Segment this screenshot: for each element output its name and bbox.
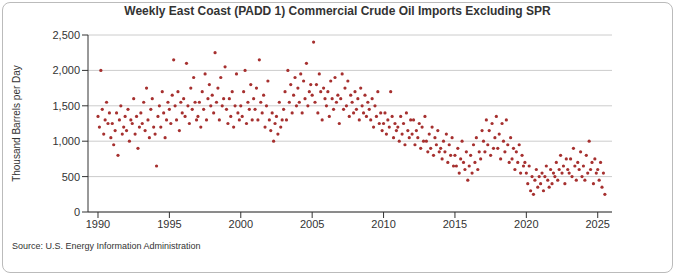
svg-text:Thousand Barrels per Day: Thousand Barrels per Day: [11, 65, 22, 182]
html-text:Source: U.S. Energy Informatio: Source: U.S. Energy Information Administ…: [12, 241, 201, 251]
svg-text:1,500: 1,500: [52, 100, 80, 112]
svg-text:2,000: 2,000: [52, 64, 80, 76]
svg-text:1990: 1990: [86, 218, 110, 230]
svg-text:2005: 2005: [300, 218, 324, 230]
svg-text:2020: 2020: [514, 218, 538, 230]
svg-text:2010: 2010: [371, 218, 395, 230]
svg-text:2025: 2025: [585, 218, 609, 230]
svg-text:2000: 2000: [229, 218, 253, 230]
svg-text:1,000: 1,000: [52, 135, 80, 147]
svg-text:1995: 1995: [157, 218, 181, 230]
svg-text:2,500: 2,500: [52, 29, 80, 41]
svg-text:2015: 2015: [443, 218, 467, 230]
svg-text:500: 500: [62, 171, 80, 183]
svg-text:0: 0: [74, 206, 80, 218]
html-text:Weekly East Coast (PADD 1) Com: Weekly East Coast (PADD 1) Commercial Cr…: [124, 4, 551, 18]
